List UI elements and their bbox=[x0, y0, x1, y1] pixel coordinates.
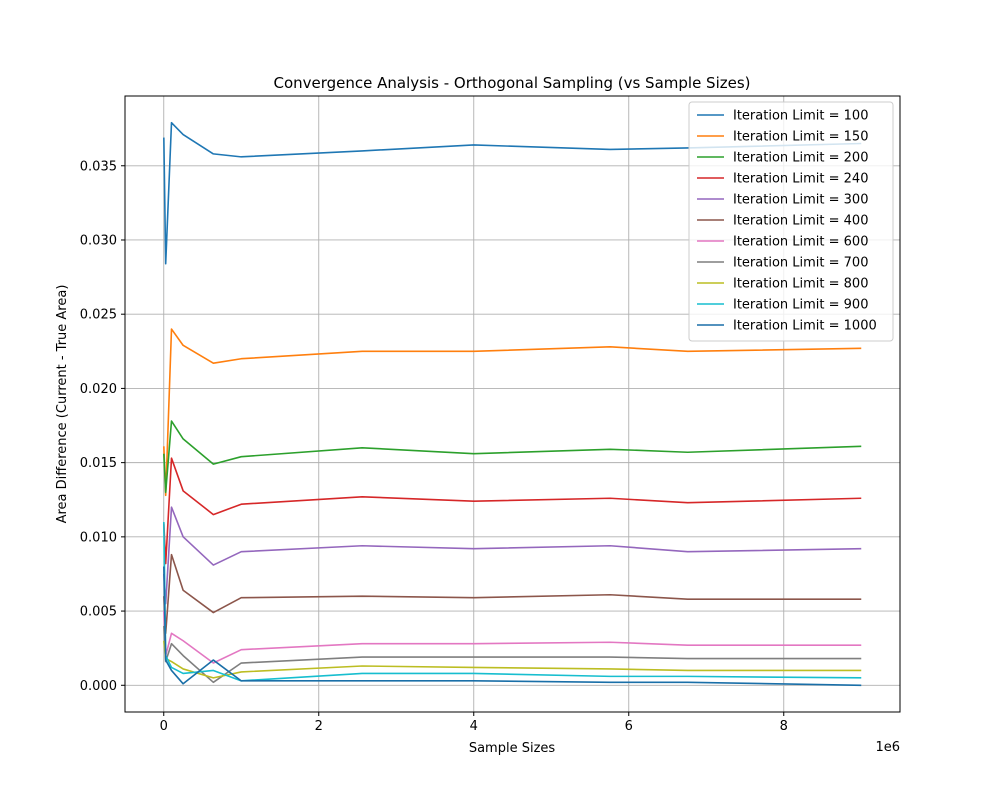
chart-title: Convergence Analysis - Orthogonal Sampli… bbox=[273, 74, 750, 92]
y-tick-label: 0.015 bbox=[80, 456, 117, 471]
y-axis-title: Area Difference (Current - True Area) bbox=[55, 285, 70, 524]
plot-frame bbox=[124, 95, 901, 713]
x-tick-label: 8 bbox=[780, 719, 788, 734]
legend-label: Iteration Limit = 240 bbox=[733, 172, 868, 187]
legend-label: Iteration Limit = 100 bbox=[733, 109, 868, 124]
legend: Iteration Limit = 100 Iteration Limit = 1… bbox=[688, 101, 894, 342]
x-tick-label: 0 bbox=[160, 719, 168, 734]
legend-label: Iteration Limit = 150 bbox=[733, 130, 868, 145]
legend-label: Iteration Limit = 700 bbox=[733, 256, 868, 271]
legend-label: Iteration Limit = 800 bbox=[733, 277, 868, 292]
y-tick-label: 0.025 bbox=[80, 308, 117, 323]
legend-label: Iteration Limit = 300 bbox=[733, 193, 868, 208]
series-line-2 bbox=[163, 328, 862, 497]
series-lines bbox=[163, 121, 862, 687]
legend-label: Iteration Limit = 1000 bbox=[733, 319, 877, 334]
y-tick-label: 0.000 bbox=[80, 679, 117, 694]
legend-box bbox=[688, 101, 894, 342]
x-axis-title: Sample Sizes bbox=[469, 741, 556, 756]
legend-label: Iteration Limit = 400 bbox=[733, 214, 868, 229]
x-axis-offset-label: 1e6 bbox=[875, 740, 900, 755]
legend-label: Iteration Limit = 900 bbox=[733, 298, 868, 313]
y-tick-label: 0.030 bbox=[80, 233, 117, 248]
series-line-9 bbox=[163, 640, 862, 679]
series-line-11 bbox=[163, 566, 862, 687]
legend-label: Iteration Limit = 200 bbox=[733, 151, 868, 166]
y-tick-label: 0.035 bbox=[80, 159, 117, 174]
x-tick-label: 2 bbox=[315, 719, 323, 734]
series-line-7 bbox=[163, 611, 862, 664]
y-tick-label: 0.005 bbox=[80, 605, 117, 620]
series-line-5 bbox=[163, 506, 862, 605]
series-line-4 bbox=[163, 457, 862, 565]
x-tick-label: 4 bbox=[470, 719, 478, 734]
series-line-1 bbox=[163, 121, 862, 265]
y-tick-label: 0.020 bbox=[80, 382, 117, 397]
axis-ticks: 0 2 4 6 8 0.000 0.005 0.010 0.015 0.020 0.025 0.030… bbox=[80, 159, 788, 734]
series-line-6 bbox=[163, 553, 862, 635]
series-line-3 bbox=[163, 420, 862, 494]
y-tick-label: 0.010 bbox=[80, 530, 117, 545]
legend-label: Iteration Limit = 600 bbox=[733, 235, 868, 250]
x-tick-label: 6 bbox=[625, 719, 633, 734]
series-line-8 bbox=[163, 625, 862, 684]
